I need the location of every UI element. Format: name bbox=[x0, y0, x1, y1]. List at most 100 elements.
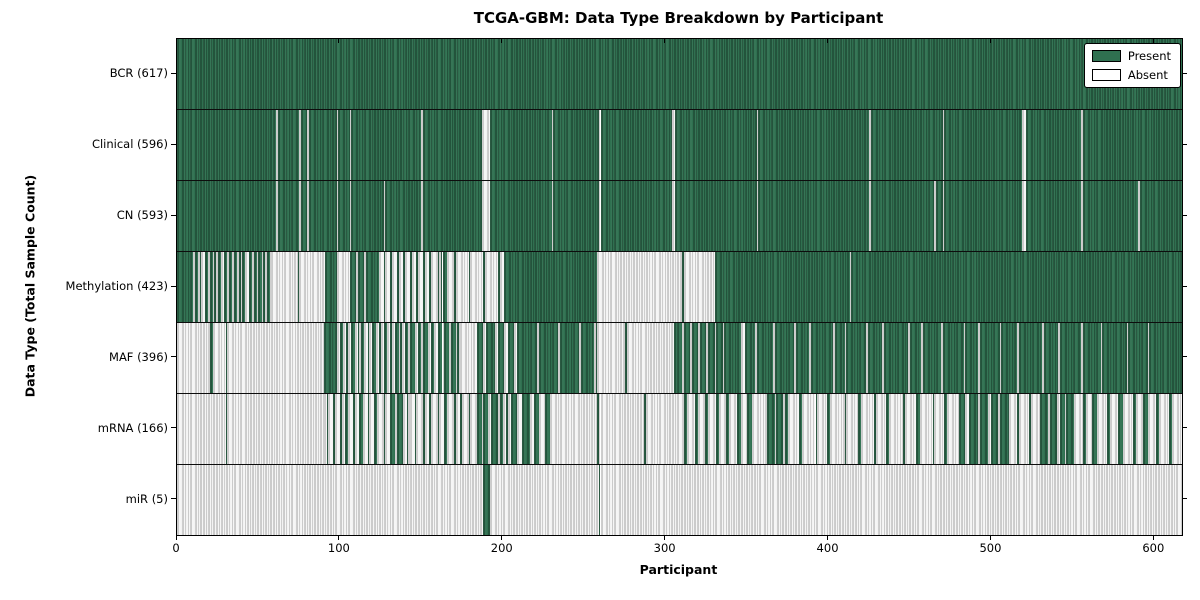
absent-segment bbox=[942, 110, 945, 180]
absent-segment bbox=[1041, 323, 1044, 393]
absent-segment bbox=[598, 110, 601, 180]
present-segment bbox=[339, 394, 342, 464]
absent-segment bbox=[905, 394, 917, 464]
present-segment bbox=[533, 394, 539, 464]
absent-segment bbox=[356, 252, 358, 322]
absent-segment bbox=[341, 394, 345, 464]
present-segment bbox=[1017, 394, 1020, 464]
present-segment bbox=[1149, 323, 1182, 393]
absent-segment bbox=[349, 181, 352, 251]
present-segment bbox=[204, 252, 208, 322]
absent-segment bbox=[299, 252, 326, 322]
absent-segment bbox=[385, 252, 391, 322]
absent-segment bbox=[1136, 394, 1143, 464]
present-segment bbox=[944, 394, 948, 464]
present-segment bbox=[409, 323, 415, 393]
present-segment bbox=[300, 110, 308, 180]
present-segment bbox=[234, 252, 238, 322]
present-segment bbox=[403, 252, 406, 322]
absent-segment bbox=[830, 394, 845, 464]
present-segment bbox=[1128, 323, 1148, 393]
absent-segment bbox=[869, 110, 871, 180]
present-segment bbox=[258, 252, 262, 322]
present-segment bbox=[214, 252, 217, 322]
absent-segment bbox=[484, 252, 498, 322]
absent-segment bbox=[323, 394, 327, 464]
present-segment bbox=[338, 181, 350, 251]
absent-segment bbox=[947, 394, 959, 464]
ytick-label-mrna: mRNA (166) bbox=[97, 420, 168, 435]
absent-segment bbox=[198, 252, 200, 322]
x-tick-top bbox=[338, 38, 340, 43]
present-segment bbox=[1066, 394, 1075, 464]
x-tick-bottom bbox=[664, 535, 666, 540]
absent-segment bbox=[227, 323, 324, 393]
present-segment bbox=[444, 394, 448, 464]
absent-segment bbox=[447, 252, 454, 322]
present-segment bbox=[691, 323, 699, 393]
absent-segment bbox=[269, 252, 272, 322]
present-segment bbox=[489, 110, 552, 180]
row-methylation bbox=[177, 252, 1182, 323]
absent-segment bbox=[401, 323, 406, 393]
legend-item-absent: Absent bbox=[1091, 68, 1171, 82]
x-tick-top bbox=[989, 38, 991, 43]
absent-segment bbox=[251, 252, 254, 322]
absent-segment bbox=[755, 323, 757, 393]
absent-segment bbox=[1110, 394, 1119, 464]
absent-segment bbox=[405, 252, 410, 322]
x-tick-top bbox=[175, 38, 177, 43]
present-segment bbox=[747, 394, 752, 464]
present-segment bbox=[453, 394, 456, 464]
present-segment bbox=[390, 394, 396, 464]
absent-segment bbox=[364, 323, 368, 393]
absent-segment bbox=[364, 252, 366, 322]
absent-segment bbox=[201, 252, 205, 322]
present-segment bbox=[675, 110, 757, 180]
present-segment bbox=[483, 252, 485, 322]
absent-segment bbox=[481, 110, 490, 180]
y-tick-right bbox=[1182, 498, 1187, 500]
present-segment bbox=[497, 323, 505, 393]
absent-segment bbox=[551, 181, 554, 251]
absent-segment bbox=[559, 394, 598, 464]
absent-segment bbox=[802, 394, 816, 464]
present-segment bbox=[681, 252, 684, 322]
present-segment bbox=[352, 394, 355, 464]
absent-segment bbox=[336, 181, 339, 251]
present-segment bbox=[491, 394, 498, 464]
present-segment bbox=[870, 181, 935, 251]
absent-segment bbox=[963, 323, 966, 393]
present-segment bbox=[277, 110, 300, 180]
absent-segment bbox=[431, 252, 438, 322]
present-segment bbox=[476, 323, 484, 393]
present-segment bbox=[784, 394, 788, 464]
present-segment bbox=[199, 252, 202, 322]
present-segment bbox=[553, 181, 599, 251]
absent-segment bbox=[227, 252, 230, 322]
present-segment bbox=[177, 181, 277, 251]
row-bcr bbox=[177, 39, 1182, 110]
legend-label-present: Present bbox=[1127, 49, 1171, 63]
absent-segment bbox=[385, 394, 391, 464]
present-segment bbox=[745, 323, 756, 393]
present-segment bbox=[999, 394, 1010, 464]
present-segment bbox=[799, 394, 803, 464]
present-segment bbox=[677, 323, 682, 393]
present-segment bbox=[870, 110, 943, 180]
present-segment bbox=[597, 394, 599, 464]
absent-segment bbox=[349, 110, 352, 180]
absent-segment bbox=[794, 323, 796, 393]
x-tick-top bbox=[1152, 38, 1154, 43]
present-segment bbox=[545, 394, 550, 464]
absent-segment bbox=[965, 394, 969, 464]
absent-segment bbox=[517, 394, 523, 464]
absent-segment bbox=[536, 323, 539, 393]
present-segment bbox=[683, 394, 687, 464]
present-segment bbox=[225, 323, 228, 393]
absent-segment bbox=[672, 110, 676, 180]
absent-segment bbox=[940, 323, 943, 393]
present-segment bbox=[1025, 181, 1081, 251]
absent-segment bbox=[773, 323, 775, 393]
absent-segment bbox=[387, 323, 391, 393]
